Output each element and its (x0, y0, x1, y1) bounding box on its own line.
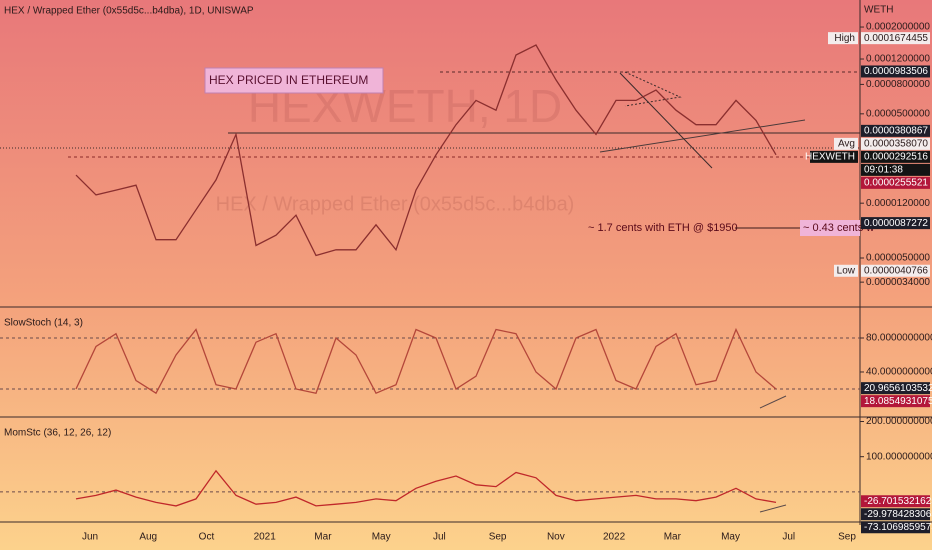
annotation-title: HEX PRICED IN ETHEREUM (209, 73, 368, 87)
annotation-note: ~ 0.43 cents w (803, 222, 874, 234)
price-badge-label: 20.9656103532 (864, 383, 932, 394)
y-tick-label: 40.0000000000 (866, 367, 932, 378)
x-tick-label: 2021 (254, 532, 277, 543)
series-line (75, 469, 777, 507)
y-tick-label: 0.0000034000 (866, 277, 930, 288)
y-tick-label: 200.0000000000 (866, 416, 932, 427)
price-badge (861, 217, 930, 230)
x-tick-label: 2022 (603, 532, 626, 543)
series-line (75, 327, 777, 395)
x-tick-label: May (721, 532, 740, 543)
y-tick-label: 0.0000500000 (866, 108, 930, 119)
price-badge (861, 382, 930, 395)
pane-title: SlowStoch (14, 3) (4, 318, 83, 329)
series-line (75, 44, 777, 257)
price-badge (861, 137, 930, 150)
annotation-note: ~ 1.7 cents with ETH @ $1950 (588, 222, 738, 234)
x-tick-label: Nov (547, 532, 565, 543)
price-tag (810, 150, 858, 163)
price-badge (861, 508, 930, 521)
y-tick-label: 0.0002000000 (866, 22, 930, 33)
countdown-label: 09:01:38 (864, 165, 903, 176)
x-tick-label: Sep (838, 532, 856, 543)
price-tag-label: HEXWETH (805, 152, 855, 163)
price-badge (861, 65, 930, 78)
price-badge (861, 176, 930, 189)
y-tick-label: 0.0000800000 (866, 79, 930, 90)
x-tick-label: Sep (489, 532, 507, 543)
price-badge (861, 495, 930, 508)
price-badge-label: 0.0000255521 (864, 178, 928, 189)
trend-line (759, 504, 787, 513)
currency: WETH (864, 5, 893, 16)
price-badge (861, 124, 930, 137)
price-badge-label: 0.0000040766 (864, 265, 928, 276)
price-tag-label: Avg (838, 139, 855, 150)
y-tick-label: 0.0001200000 (866, 54, 930, 65)
watermark-sub: HEX / Wrapped Ether (0x55d5c...b4dba) (216, 193, 575, 215)
price-badge-label: 0.0000983506 (864, 66, 928, 77)
pane-title: MomStc (36, 12, 26, 12) (4, 428, 111, 439)
price-badge-label: 0.0000358070 (864, 139, 928, 150)
trend-line (599, 119, 806, 153)
price-badge (861, 150, 930, 163)
price-badge (861, 521, 930, 534)
price-badge-label: 18.0854931075 (864, 396, 932, 407)
x-tick-label: Jul (782, 532, 795, 543)
annotation-box (204, 67, 384, 94)
price-tag-label: Low (837, 265, 856, 276)
countdown-badge (861, 163, 930, 176)
x-tick-label: Oct (199, 532, 215, 543)
x-tick-label: May (372, 532, 391, 543)
price-tag (828, 32, 858, 45)
y-tick-label: 0.0000050000 (866, 253, 930, 264)
triangle-pattern (624, 71, 682, 107)
price-badge-label: -73.1069859573 (864, 522, 932, 533)
symbol-title: HEX / Wrapped Ether (0x55d5c...b4dba), 1… (4, 6, 254, 17)
x-tick-label: Jul (433, 532, 446, 543)
price-badge (861, 395, 930, 408)
x-tick-label: Aug (139, 532, 157, 543)
y-tick-label: 0.0000120000 (866, 198, 930, 209)
price-badge-label: 0.0000087272 (864, 218, 928, 229)
price-badge-label: 0.0000292516 (864, 152, 928, 163)
price-badge (861, 264, 930, 277)
price-badge-label: 0.0000380867 (864, 126, 928, 137)
trend-line (619, 72, 713, 169)
y-tick-label: 100.0000000000 (866, 451, 932, 462)
x-tick-label: Mar (314, 532, 332, 543)
price-tag (834, 264, 858, 277)
x-tick-label: Mar (664, 532, 682, 543)
price-badge-label: -26.7015321625 (864, 496, 932, 507)
y-tick-label: 80.0000000000 (866, 333, 932, 344)
price-tag (834, 137, 858, 150)
price-badge-label: -29.9784283065 (864, 509, 932, 520)
annotation-box (800, 220, 860, 236)
trend-line (759, 395, 787, 409)
price-badge (861, 32, 930, 45)
price-badge-label: 0.0001674455 (864, 33, 928, 44)
price-tag-label: High (834, 33, 855, 44)
x-tick-label: Jun (82, 532, 98, 543)
